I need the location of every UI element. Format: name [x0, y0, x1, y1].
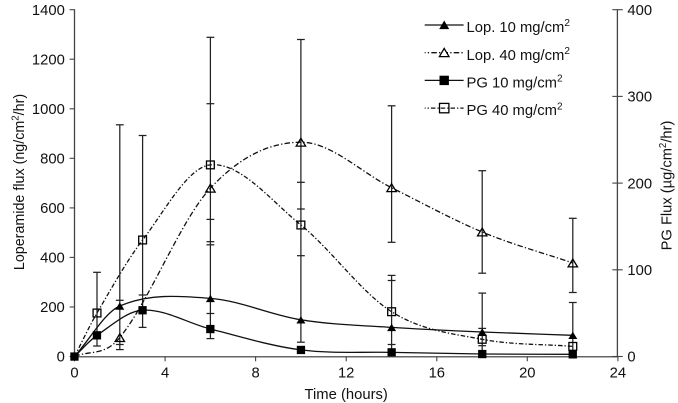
svg-text:24: 24: [610, 366, 626, 382]
svg-text:Loperamide flux (ng/cm2/hr): Loperamide flux (ng/cm2/hr): [11, 94, 29, 270]
svg-text:12: 12: [338, 366, 354, 382]
svg-text:0: 0: [70, 366, 78, 382]
svg-text:1200: 1200: [32, 52, 65, 68]
svg-text:0: 0: [57, 350, 65, 366]
svg-text:1000: 1000: [32, 102, 65, 118]
svg-text:20: 20: [519, 366, 535, 382]
svg-text:Lop. 40 mg/cm2: Lop. 40 mg/cm2: [467, 46, 571, 64]
svg-text:400: 400: [627, 3, 652, 19]
svg-text:8: 8: [251, 366, 259, 382]
svg-text:200: 200: [627, 176, 652, 192]
svg-text:PG 10 mg/cm2: PG 10 mg/cm2: [467, 74, 563, 92]
svg-text:4: 4: [161, 366, 169, 382]
svg-text:Lop. 10 mg/cm2: Lop. 10 mg/cm2: [467, 18, 571, 36]
svg-text:600: 600: [40, 201, 65, 217]
svg-text:100: 100: [627, 263, 652, 279]
svg-text:200: 200: [40, 300, 65, 316]
svg-text:16: 16: [429, 366, 445, 382]
svg-text:800: 800: [40, 152, 65, 168]
svg-text:PG Flux (µg/cm2/hr): PG Flux (µg/cm2/hr): [658, 121, 676, 251]
svg-text:300: 300: [627, 90, 652, 106]
svg-text:1400: 1400: [32, 3, 65, 19]
svg-text:400: 400: [40, 251, 65, 267]
svg-text:PG 40 mg/cm2: PG 40 mg/cm2: [467, 101, 563, 119]
svg-text:Time (hours): Time (hours): [305, 387, 388, 403]
svg-text:0: 0: [627, 350, 635, 366]
